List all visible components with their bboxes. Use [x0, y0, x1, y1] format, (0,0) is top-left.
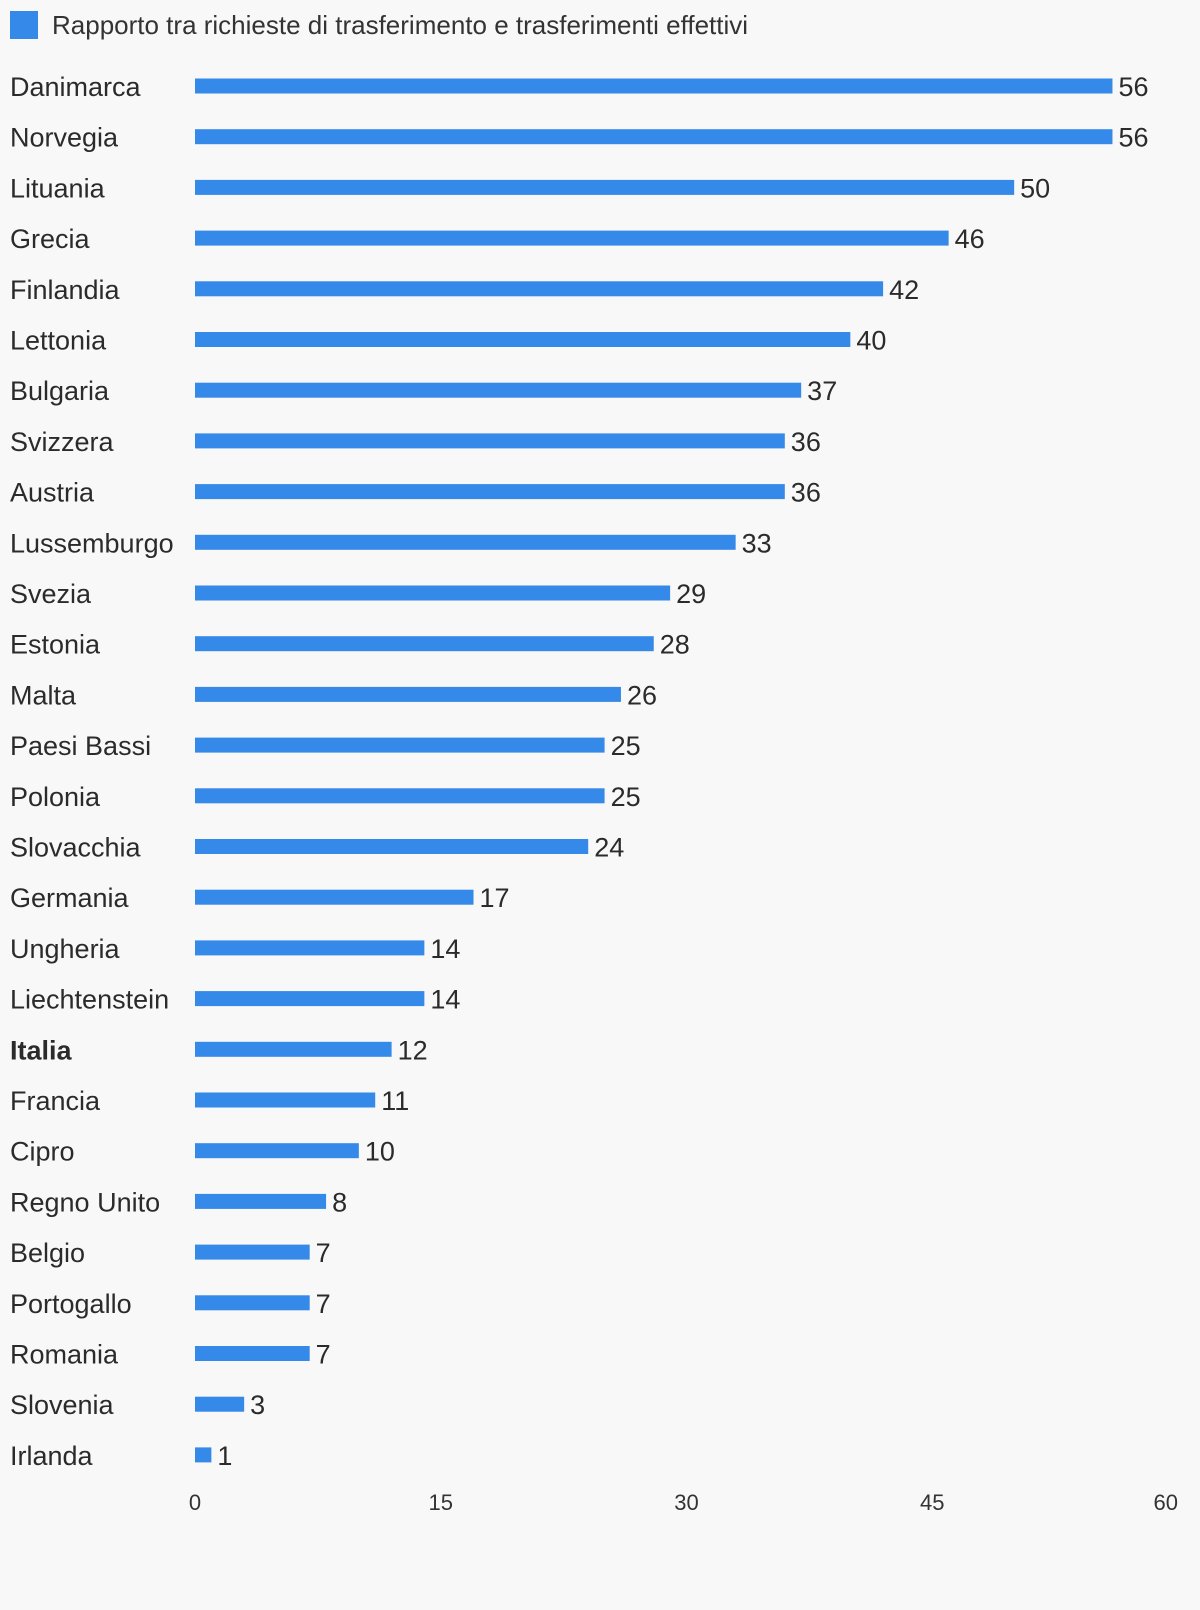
bar [195, 585, 671, 601]
category-label: Norvegia [10, 123, 119, 153]
category-label: Slovacchia [10, 833, 142, 863]
value-label: 46 [955, 224, 985, 254]
legend-label: Rapporto tra richieste di trasferimento … [52, 10, 749, 40]
value-label: 36 [791, 427, 821, 457]
bar [195, 940, 425, 956]
bar [195, 839, 589, 854]
x-tick-label: 0 [189, 1490, 201, 1515]
category-label: Paesi Bassi [10, 731, 151, 761]
category-label: Austria [10, 478, 95, 508]
value-label: 24 [594, 833, 624, 863]
category-label: Cipro [10, 1137, 75, 1167]
bar [195, 1295, 310, 1311]
bar [195, 179, 1015, 195]
value-label: 50 [1020, 173, 1050, 203]
bar [195, 1346, 310, 1361]
category-label: Regno Unito [10, 1187, 160, 1217]
category-label: Liechtenstein [10, 985, 169, 1015]
value-label: 17 [480, 883, 510, 913]
category-label: Lussemburgo [10, 528, 174, 558]
bar [195, 433, 785, 449]
category-label: Grecia [10, 224, 91, 254]
category-label: Irlanda [10, 1441, 94, 1471]
value-label: 28 [660, 630, 690, 660]
x-tick-label: 60 [1154, 1490, 1178, 1515]
value-label: 10 [365, 1137, 395, 1167]
category-label: Germania [10, 883, 130, 913]
category-label: Romania [10, 1340, 119, 1370]
value-label: 25 [611, 782, 641, 812]
category-label: Francia [10, 1086, 101, 1116]
bar [195, 382, 802, 398]
bar [195, 1193, 327, 1209]
category-label: Lettonia [10, 326, 107, 356]
bar [195, 332, 851, 347]
value-label: 7 [316, 1238, 331, 1268]
bar [195, 230, 949, 246]
category-label: Malta [10, 680, 77, 710]
bar [195, 1244, 310, 1260]
value-label: 7 [316, 1340, 331, 1370]
bar [195, 991, 425, 1007]
value-label: 25 [611, 731, 641, 761]
value-label: 36 [791, 478, 821, 508]
value-label: 14 [430, 985, 460, 1015]
x-tick-label: 15 [429, 1490, 453, 1515]
bar [195, 281, 884, 297]
bar [195, 889, 474, 905]
value-label: 7 [316, 1289, 331, 1319]
category-label: Polonia [10, 782, 101, 812]
bar [195, 484, 785, 500]
value-label: 56 [1118, 72, 1148, 102]
value-label: 26 [627, 680, 657, 710]
value-label: 12 [398, 1035, 428, 1065]
category-label: Danimarca [10, 72, 142, 102]
value-label: 37 [807, 376, 837, 406]
chart-legend: Rapporto tra richieste di trasferimento … [10, 10, 748, 40]
bar [195, 1396, 245, 1412]
bar [195, 788, 605, 804]
value-label: 11 [381, 1086, 409, 1116]
category-label: Belgio [10, 1238, 85, 1268]
bar [195, 78, 1113, 94]
category-label: Slovenia [10, 1390, 115, 1420]
value-label: 56 [1118, 123, 1148, 153]
value-label: 29 [676, 579, 706, 609]
bar [195, 534, 736, 550]
x-tick-label: 45 [920, 1490, 944, 1515]
bar [195, 737, 605, 753]
x-tick-label: 30 [674, 1490, 698, 1515]
bar [195, 1447, 212, 1463]
value-label: 40 [856, 326, 886, 356]
category-label: Portogallo [10, 1289, 132, 1319]
category-label: Estonia [10, 630, 101, 660]
value-label: 8 [332, 1187, 347, 1217]
value-label: 3 [250, 1390, 265, 1420]
category-label: Svezia [10, 579, 92, 609]
value-label: 1 [217, 1441, 232, 1471]
category-label: Ungheria [10, 934, 121, 964]
category-label: Lituania [10, 173, 106, 203]
bar [195, 1041, 392, 1057]
bar [195, 636, 654, 652]
category-label: Svizzera [10, 427, 115, 457]
bar [195, 129, 1113, 145]
legend-swatch [10, 11, 38, 39]
value-label: 42 [889, 275, 919, 305]
bar [195, 1143, 359, 1159]
category-label: Bulgaria [10, 376, 110, 406]
category-label: Italia [10, 1035, 73, 1065]
value-label: 14 [430, 934, 460, 964]
bar [195, 686, 621, 702]
value-label: 33 [742, 528, 772, 558]
category-label: Finlandia [10, 275, 121, 305]
bar [195, 1092, 376, 1108]
